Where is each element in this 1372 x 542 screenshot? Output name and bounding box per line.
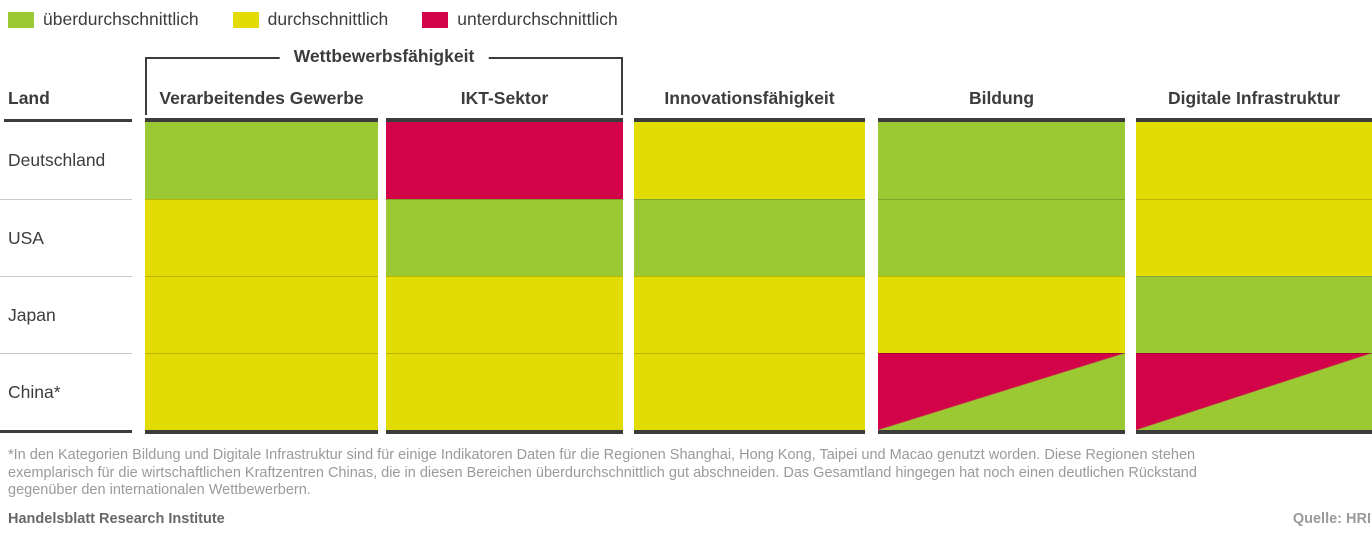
- matrix-cell: [878, 122, 1125, 199]
- row-label-japan: Japan: [0, 276, 132, 353]
- legend-swatch-above-icon: [8, 11, 34, 28]
- legend-item-below: unterdurchschnittlich: [422, 9, 618, 30]
- column-innovationsfaehigkeit: [634, 118, 865, 434]
- source-text: Quelle: HRI: [1292, 511, 1371, 527]
- legend-label-average: durchschnittlich: [267, 9, 389, 29]
- credit-text: Handelsblatt Research Institute: [8, 511, 225, 527]
- matrix-cell: [145, 199, 378, 276]
- legend-swatch-below-icon: [422, 11, 449, 28]
- matrix-cell: [634, 353, 865, 430]
- matrix-cell: [145, 276, 378, 353]
- land-bottom-rule: [0, 430, 132, 433]
- column-verarbeitendes-gewerbe: [145, 118, 378, 434]
- matrix-cell: [878, 353, 1125, 430]
- matrix-cell: [145, 122, 378, 199]
- matrix-cell: [145, 353, 378, 430]
- column-header-digitale-infrastruktur: Digitale Infrastruktur: [1167, 88, 1341, 108]
- row-label-deutschland: Deutschland: [8, 150, 106, 170]
- footnote-line: *In den Kategorien Bildung und Digitale …: [8, 447, 1196, 463]
- matrix-cell: [1136, 353, 1372, 430]
- matrix-cell: [386, 199, 623, 276]
- country-column: Deutschland USA Japan China*: [0, 122, 132, 430]
- row-label-usa: USA: [0, 199, 132, 276]
- matrix-cell: [634, 276, 865, 353]
- footnote-line: gegenüber den internationalen Wettbewerb…: [8, 482, 311, 498]
- footnote-line: exemplarisch für die wirtschaftlichen Kr…: [8, 464, 1197, 481]
- matrix-cell: [386, 353, 623, 430]
- column-header-innovationsfaehigkeit: Innovationsfähigkeit: [664, 88, 835, 108]
- matrix-cell: [878, 276, 1125, 353]
- column-header-bildung: Bildung: [968, 88, 1035, 108]
- row-label-china: China*: [0, 353, 132, 430]
- land-header-rule: [4, 119, 132, 122]
- legend-item-above: überdurchschnittlich: [8, 9, 199, 30]
- column-digitale-infrastruktur: [1136, 118, 1372, 434]
- legend-item-average: durchschnittlich: [232, 9, 389, 30]
- legend-swatch-average-icon: [232, 11, 259, 28]
- group-header: Wettbewerbsfähigkeit: [279, 46, 489, 67]
- column-header-ikt-sektor: IKT-Sektor: [460, 88, 549, 108]
- column-header-land: Land: [8, 88, 50, 108]
- footnote: *In den Kategorien Bildung und Digitale …: [8, 447, 1197, 500]
- matrix-cell: [1136, 122, 1372, 199]
- matrix-cell: [1136, 199, 1372, 276]
- matrix-cell: [386, 122, 623, 199]
- legend-label-below: unterdurchschnittlich: [457, 9, 618, 29]
- matrix-cell: [878, 199, 1125, 276]
- column-header-verarbeitendes-gewerbe: Verarbeitendes Gewerbe: [159, 88, 364, 108]
- matrix-cell: [634, 122, 865, 199]
- column-bildung: [878, 118, 1125, 434]
- matrix-cell: [1136, 276, 1372, 353]
- matrix-cell: [386, 276, 623, 353]
- legend: überdurchschnittlich durchschnittlich un…: [8, 9, 618, 30]
- group-bracket: Wettbewerbsfähigkeit: [145, 46, 623, 115]
- matrix-cell: [634, 199, 865, 276]
- legend-label-above: überdurchschnittlich: [43, 9, 199, 29]
- column-ikt-sektor: [386, 118, 623, 434]
